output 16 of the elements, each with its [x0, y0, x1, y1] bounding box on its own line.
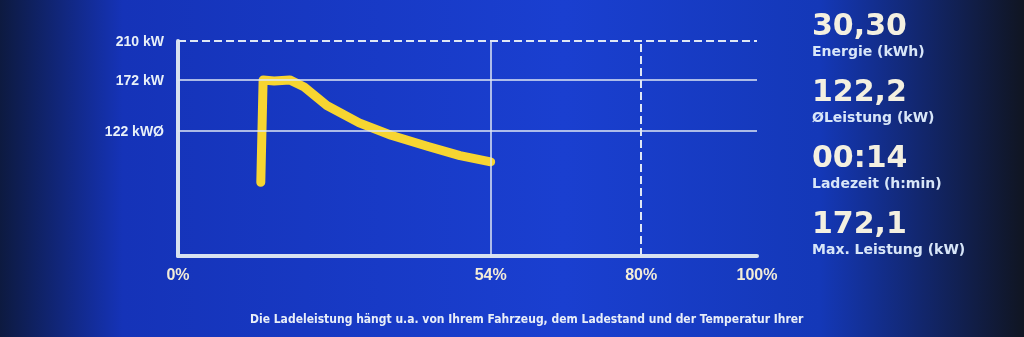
text: Energie (kWh) — [812, 42, 926, 60]
text: 172,1 — [812, 205, 908, 240]
x-tick-label: 54% — [474, 265, 507, 283]
text: Die Ladeleistung hängt u.a. von Ihrem Fahrzeug, dem Ladestand und der Temperatur Ihrer — [250, 312, 804, 326]
text: Max. Leistung (kW) — [812, 240, 967, 258]
y-tick-label: 172 kW — [115, 71, 165, 88]
text: 00:14 — [812, 139, 909, 174]
y-tick-label: 210 kW — [115, 33, 165, 49]
y-tick-label: 122 kWØ — [104, 123, 165, 140]
text: ØLeistung (kW) — [812, 108, 936, 126]
text: 30,30 — [812, 7, 908, 42]
text: Ladezeit (h:min) — [812, 174, 943, 192]
text: 122,2 — [812, 73, 908, 108]
x-tick-label: 80% — [625, 265, 658, 283]
x-tick-label: 100% — [736, 265, 778, 283]
x-tick-label: 0% — [166, 265, 190, 283]
